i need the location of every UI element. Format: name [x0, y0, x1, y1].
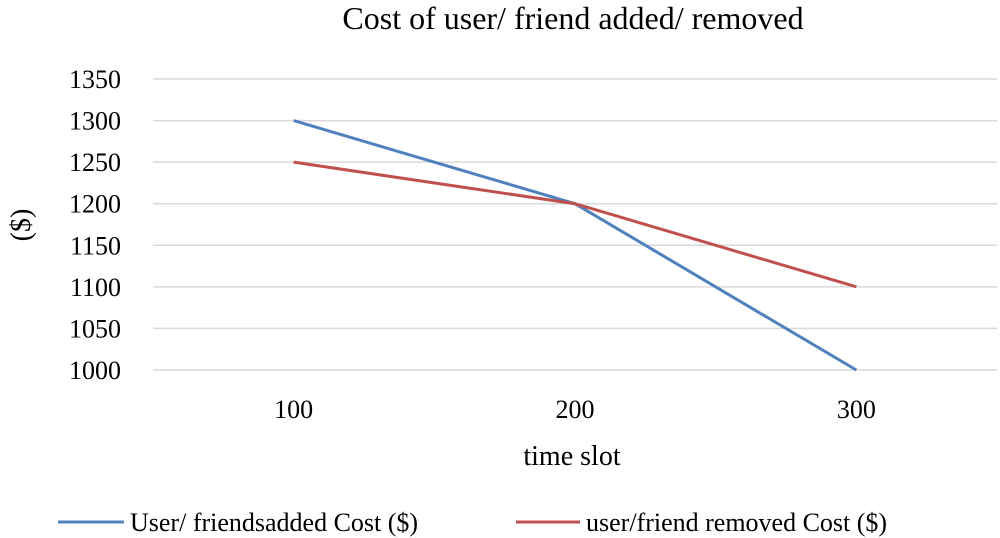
series-lines: [293, 119, 858, 372]
series-line-2: [293, 160, 857, 289]
y-tick-label-1050: 1050: [69, 314, 121, 343]
y-tick-label-1000: 1000: [69, 356, 121, 385]
y-tick-label-1350: 1350: [69, 65, 121, 94]
y-tick-label-1250: 1250: [69, 148, 121, 177]
legend-label-2: user/friend removed Cost ($): [586, 508, 887, 537]
x-axis-title: time slot: [523, 441, 620, 472]
y-tick-label-1100: 1100: [70, 273, 121, 302]
y-tick-label-1200: 1200: [69, 190, 121, 219]
x-tick-label-300: 300: [837, 395, 876, 424]
y-tick-label-1300: 1300: [69, 107, 121, 136]
x-axis-tick-labels: 100 200 300: [274, 395, 876, 424]
x-tick-label-200: 200: [556, 395, 595, 424]
gridlines: [153, 78, 997, 371]
y-axis-title: ($): [6, 209, 37, 242]
y-axis-tick-labels: 1000 1050 1100 1150 1200 1250 1300 1350: [69, 65, 121, 385]
x-tick-label-100: 100: [274, 395, 313, 424]
legend: User/ friendsadded Cost ($) user/friend r…: [58, 508, 887, 537]
chart-title: Cost of user/ friend added/ removed: [342, 0, 803, 36]
y-tick-label-1150: 1150: [70, 231, 121, 260]
legend-label-1: User/ friendsadded Cost ($): [130, 508, 418, 537]
